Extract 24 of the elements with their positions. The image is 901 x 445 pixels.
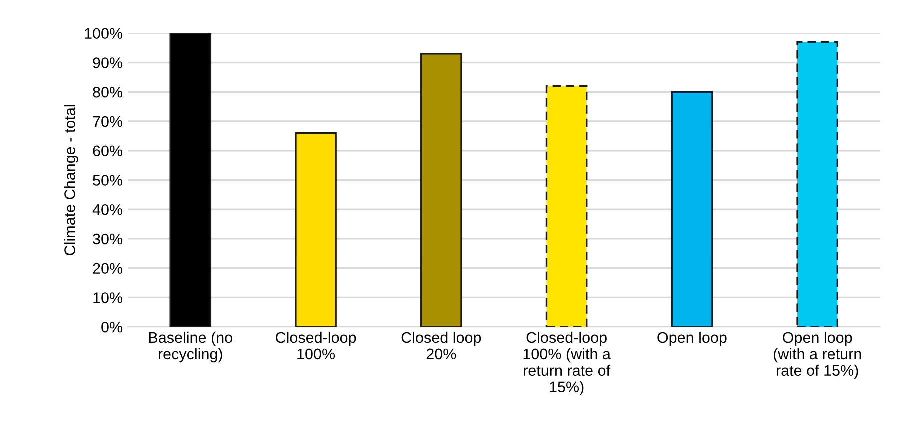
y-tick-label: 30%: [93, 234, 123, 245]
y-tick-label: 40%: [92, 204, 123, 216]
x-tick-label: Closed-loop 100% (with a return rate of 15%): [524, 332, 611, 396]
y-tick-label: 90%: [93, 58, 123, 68]
bar: [170, 33, 212, 328]
x-tick-label: Open loop (with a return rate of 15%): [774, 332, 862, 380]
y-tick-label: 100%: [85, 28, 123, 40]
y-tick-label: 70%: [93, 116, 123, 128]
x-tick-label: Open loop: [658, 332, 727, 346]
x-tick-label: Closed-loop 100%: [276, 332, 356, 360]
y-tick-label: 50%: [93, 175, 123, 186]
bar: [546, 85, 588, 328]
y-axis-title: Climate Change - total: [64, 105, 78, 256]
bar: [295, 132, 337, 328]
y-tick-label: 20%: [93, 263, 123, 274]
y-tick-label: 60%: [93, 146, 123, 157]
x-tick-label: Closed loop 20%: [402, 332, 482, 360]
y-tick-label: 0%: [102, 322, 123, 333]
bar: [420, 53, 462, 328]
x-tick-label: Baseline (no recycling): [149, 332, 232, 363]
bar: [796, 41, 838, 328]
bar: [671, 91, 714, 328]
y-tick-label: 10%: [94, 292, 123, 304]
y-tick-label: 80%: [93, 86, 123, 98]
